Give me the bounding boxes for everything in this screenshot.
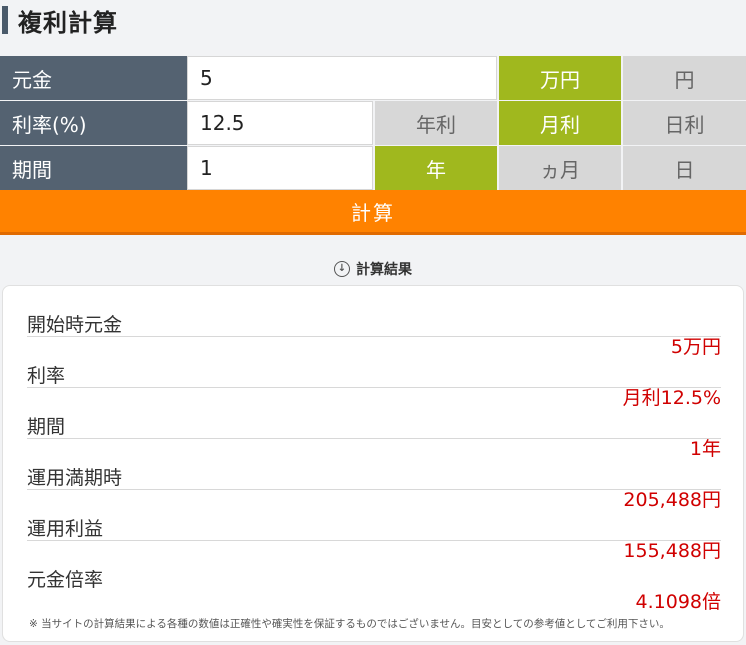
result-value: 1年 [689,438,721,460]
result-item-period: 期間 1年 [27,388,721,460]
principal-row: 元金 5 万円 円 [0,56,746,100]
result-label: 運用満期時 [27,467,123,489]
rate-row: 利率(%) 12.5 年利 月利 日利 [0,101,746,145]
result-label: 利率 [27,365,66,387]
rate-input[interactable]: 12.5 [187,101,373,145]
title-accent-bar [2,6,8,34]
period-month-button[interactable]: ヵ月 [497,146,621,190]
result-value: 205,488円 [623,489,721,511]
rate-annual-button[interactable]: 年利 [373,101,497,145]
result-value: 5万円 [670,336,721,358]
page-header: 複利計算 [0,0,118,40]
result-item-multiplier: 元金倍率 4.1098倍 [27,541,721,613]
result-value: 4.1098倍 [635,591,721,613]
period-input[interactable]: 1 [187,146,373,190]
period-year-button[interactable]: 年 [373,146,497,190]
result-item-rate: 利率 月利12.5% [27,337,721,409]
result-label: 運用利益 [27,518,104,540]
result-value: 155,488円 [623,540,721,562]
result-label: 期間 [27,416,66,438]
result-heading: ↓ 計算結果 [0,258,746,280]
period-label: 期間 [0,146,187,190]
arrow-down-circle-icon: ↓ [334,261,350,277]
page-title: 複利計算 [18,8,118,37]
calculate-button[interactable]: 計算 [0,190,746,235]
rate-label: 利率(%) [0,101,187,145]
rate-monthly-button[interactable]: 月利 [497,101,621,145]
unit-man-yen-button[interactable]: 万円 [497,56,621,100]
result-heading-label: 計算結果 [356,262,412,278]
result-value: 月利12.5% [622,387,721,409]
result-item-start-principal: 開始時元金 5万円 [27,286,721,358]
disclaimer-note: ※ 当サイトの計算結果による各種の数値は正確性や確実性を保証するものではございま… [29,618,670,630]
result-label: 開始時元金 [27,314,123,336]
unit-yen-button[interactable]: 円 [621,56,746,100]
result-item-profit: 運用利益 155,488円 [27,490,721,562]
period-day-button[interactable]: 日 [621,146,746,190]
principal-label: 元金 [0,56,187,100]
result-item-maturity: 運用満期時 205,488円 [27,439,721,511]
result-card: 開始時元金 5万円 利率 月利12.5% 期間 1年 運用満期時 205,488… [2,285,744,642]
result-label: 元金倍率 [27,569,104,591]
period-row: 期間 1 年 ヵ月 日 [0,146,746,190]
principal-input[interactable]: 5 [187,56,497,100]
rate-daily-button[interactable]: 日利 [621,101,746,145]
